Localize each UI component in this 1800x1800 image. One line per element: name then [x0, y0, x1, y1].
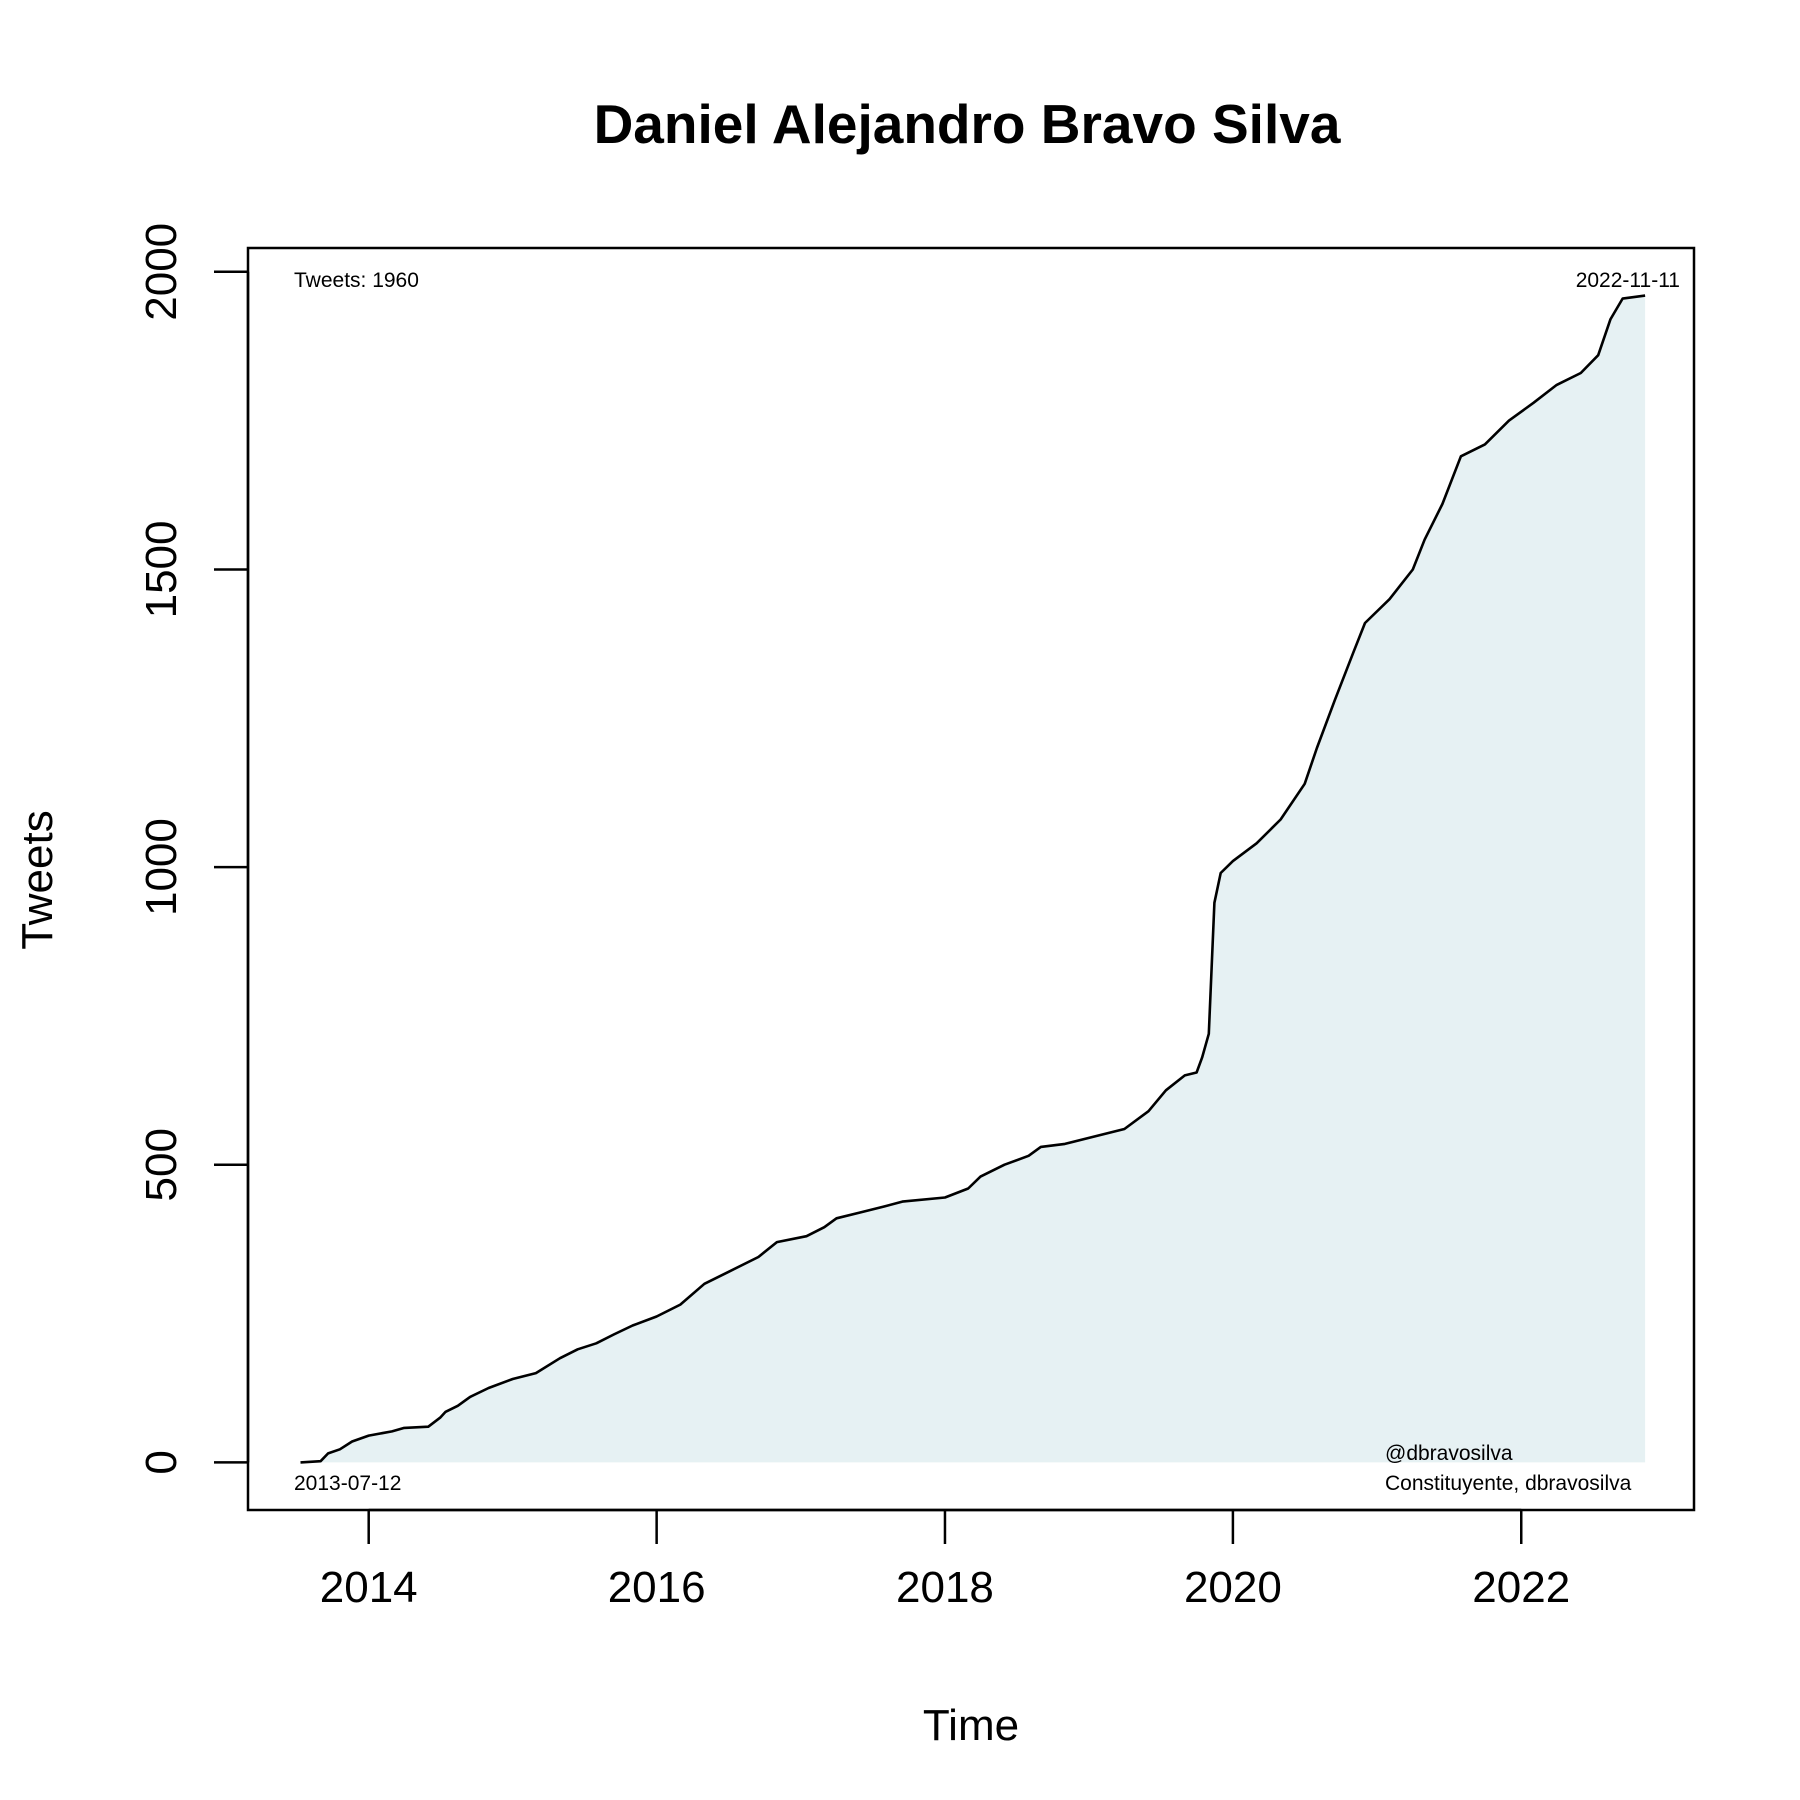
- series-area-0: [300, 295, 1646, 1463]
- account-label: Constituyente, dbravosilva: [1385, 1472, 1632, 1495]
- x-tick-label: 2020: [1184, 1563, 1282, 1612]
- y-axis: 0 500 1000 1500 2000: [137, 223, 250, 1475]
- y-tick-label: 1000: [137, 818, 186, 916]
- y-tick-label: 2000: [137, 223, 186, 321]
- series-line-0: [300, 294, 1646, 1464]
- chart-title: Daniel Alejandro Bravo Silva: [594, 93, 1341, 155]
- start-date-label: 2013-07-12: [294, 1472, 401, 1495]
- tweet-count-label: Tweets: 1960: [294, 269, 419, 292]
- y-tick-label: 1500: [137, 521, 186, 619]
- y-tick-label: 0: [137, 1450, 186, 1474]
- x-tick-label: 2014: [320, 1563, 418, 1612]
- x-axis: 2014 2016 2018 2020 2022: [320, 1508, 1570, 1612]
- handle-label: @dbravosilva: [1385, 1442, 1513, 1465]
- end-date-label: 2022-11-11: [1576, 269, 1680, 292]
- y-tick-label: 500: [137, 1128, 186, 1201]
- x-tick-label: 2022: [1472, 1563, 1570, 1612]
- area-layer: [300, 294, 1646, 1464]
- x-tick-label: 2016: [608, 1563, 706, 1612]
- y-axis-title: Tweets: [13, 810, 62, 949]
- x-tick-label: 2018: [896, 1563, 994, 1612]
- x-axis-title: Time: [923, 1701, 1019, 1750]
